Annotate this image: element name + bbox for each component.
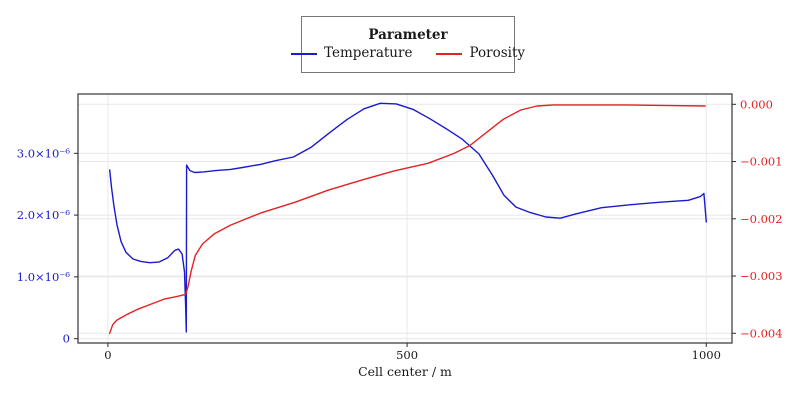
yleft-tick-label: 2.0×10⁻⁶ bbox=[17, 208, 71, 222]
yright-tick-label: 0.000 bbox=[740, 97, 773, 111]
grid-lines bbox=[78, 94, 732, 343]
tick-labels: 0 500 1000 0 1.0×10⁻⁶ 2.0×10⁻⁶ 3.0×10⁻⁶ 0.000 −0… bbox=[17, 97, 783, 362]
legend-label-temperature: Temperature bbox=[324, 45, 413, 61]
porosity-line bbox=[108, 104, 706, 334]
legend-entries: Temperature Porosity bbox=[291, 45, 525, 61]
yright-tick-label: −0.001 bbox=[740, 155, 783, 169]
yright-tick-label: −0.003 bbox=[740, 269, 783, 283]
tick-marks bbox=[74, 103, 736, 347]
legend: Parameter Temperature Porosity bbox=[291, 16, 525, 73]
x-tick-label: 500 bbox=[396, 348, 418, 362]
x-axis-label: Cell center / m bbox=[358, 364, 452, 379]
yright-tick-label: −0.004 bbox=[740, 326, 783, 340]
x-tick-label: 0 bbox=[104, 348, 111, 362]
temperature-line-swatch bbox=[291, 52, 317, 55]
yleft-tick-label: 1.0×10⁻⁶ bbox=[17, 270, 71, 284]
x-tick-label: 1000 bbox=[692, 348, 721, 362]
yleft-tick-label: 0 bbox=[63, 332, 70, 346]
legend-entry-porosity: Porosity bbox=[436, 45, 525, 61]
legend-label-porosity: Porosity bbox=[469, 45, 525, 61]
yleft-tick-label: 3.0×10⁻⁶ bbox=[17, 146, 71, 160]
yright-tick-label: −0.002 bbox=[740, 212, 783, 226]
porosity-line-swatch bbox=[436, 52, 463, 55]
legend-entry-temperature: Temperature bbox=[291, 45, 413, 61]
legend-title: Parameter bbox=[368, 26, 448, 43]
temperature-line bbox=[108, 102, 707, 333]
